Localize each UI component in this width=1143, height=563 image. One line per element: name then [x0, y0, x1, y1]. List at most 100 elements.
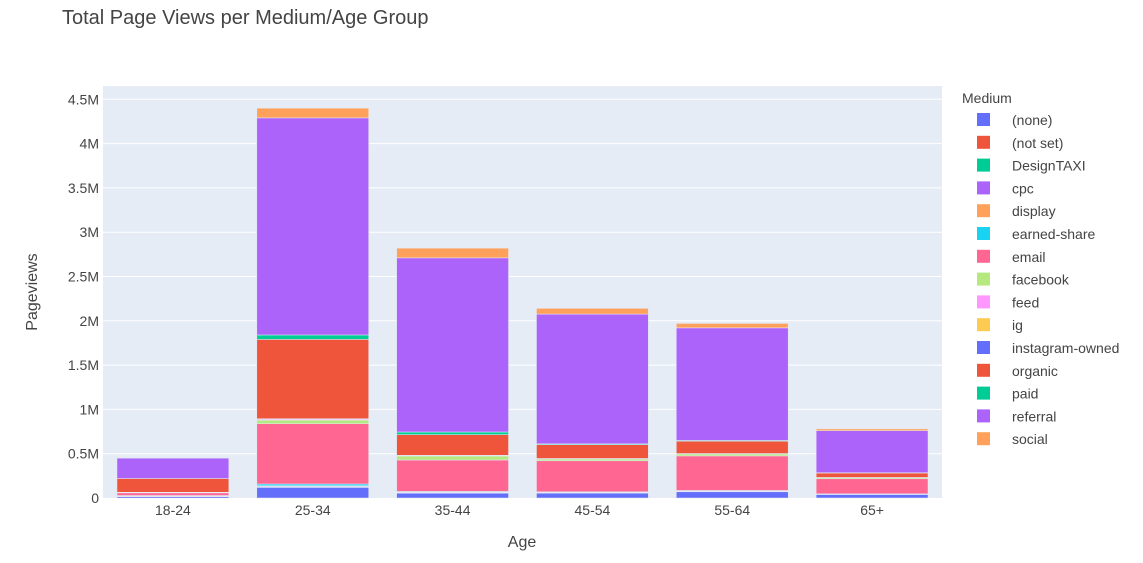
y-tick-label: 2M: [80, 313, 99, 329]
legend-swatch: [977, 159, 990, 172]
bar-segment[interactable]: [257, 108, 369, 118]
bar-segment[interactable]: [816, 479, 928, 494]
legend-swatch: [977, 227, 990, 240]
legend[interactable]: Medium (none) (not set) DesignTAXI cpc displ…: [962, 90, 1119, 447]
legend-item[interactable]: feed: [977, 294, 1039, 310]
legend-swatch: [977, 204, 990, 217]
bar-segment[interactable]: [257, 484, 369, 486]
legend-label: feed: [1012, 294, 1039, 310]
y-tick-label: 3.5M: [68, 180, 99, 196]
legend-item[interactable]: instagram-owned: [977, 340, 1119, 356]
bar-segment[interactable]: [397, 493, 509, 498]
legend-label: ig: [1012, 317, 1023, 333]
legend-swatch: [977, 113, 990, 126]
legend-label: facebook: [1012, 272, 1070, 288]
bar-segment[interactable]: [257, 420, 369, 424]
bar-segment[interactable]: [397, 435, 509, 456]
legend-swatch: [977, 409, 990, 422]
x-axis-label: Age: [508, 534, 537, 551]
legend-item[interactable]: organic: [977, 363, 1058, 379]
legend-item[interactable]: facebook: [977, 272, 1070, 288]
bar-segment[interactable]: [257, 487, 369, 498]
bar-segment[interactable]: [816, 429, 928, 431]
legend-item[interactable]: referral: [977, 408, 1056, 424]
legend-label: (not set): [1012, 135, 1063, 151]
x-tick-label: 18-24: [155, 502, 191, 518]
legend-label: paid: [1012, 386, 1038, 402]
bar-segment[interactable]: [257, 339, 369, 418]
bar-segment[interactable]: [397, 460, 509, 491]
x-tick-label: 35-44: [435, 502, 471, 518]
legend-item[interactable]: cpc: [977, 180, 1034, 196]
legend-swatch: [977, 387, 990, 400]
legend-swatch: [977, 136, 990, 149]
legend-item[interactable]: social: [977, 431, 1048, 447]
legend-label: DesignTAXI: [1012, 158, 1086, 174]
legend-items[interactable]: (none) (not set) DesignTAXI cpc display earne…: [977, 112, 1119, 447]
y-tick-label: 4.5M: [68, 91, 99, 107]
legend-label: earned-share: [1012, 226, 1095, 242]
y-tick-label: 0.5M: [68, 446, 99, 462]
x-tick-label: 65+: [860, 502, 884, 518]
legend-title: Medium: [962, 90, 1012, 106]
bar-segment[interactable]: [117, 458, 229, 478]
bar-segment[interactable]: [397, 258, 509, 432]
bar-segment[interactable]: [117, 479, 229, 493]
legend-item[interactable]: DesignTAXI: [977, 158, 1086, 174]
y-tick-label: 2.5M: [68, 268, 99, 284]
legend-swatch: [977, 318, 990, 331]
bar-segment[interactable]: [676, 492, 788, 498]
legend-label: social: [1012, 431, 1048, 447]
x-tick-label: 55-64: [714, 502, 750, 518]
legend-swatch: [977, 250, 990, 263]
bar-segment[interactable]: [536, 314, 648, 444]
y-tick-label: 3M: [80, 224, 99, 240]
bar-segment[interactable]: [676, 456, 788, 491]
bar-segment[interactable]: [536, 459, 648, 461]
legend-item[interactable]: paid: [977, 386, 1038, 402]
bar-segment[interactable]: [676, 454, 788, 456]
legend-item[interactable]: (none): [977, 112, 1052, 128]
legend-item[interactable]: ig: [977, 317, 1023, 333]
bar-segment[interactable]: [676, 323, 788, 327]
legend-swatch: [977, 341, 990, 354]
bar-segment[interactable]: [397, 432, 509, 435]
bar-segment[interactable]: [816, 494, 928, 498]
y-tick-label: 4M: [80, 136, 99, 152]
legend-item[interactable]: (not set): [977, 135, 1063, 151]
bar-segment[interactable]: [257, 335, 369, 339]
legend-label: email: [1012, 249, 1045, 265]
bar-segment[interactable]: [257, 424, 369, 484]
bar-segment[interactable]: [397, 456, 509, 460]
legend-label: display: [1012, 203, 1056, 219]
legend-item[interactable]: display: [977, 203, 1056, 219]
y-tick-label: 1M: [80, 401, 99, 417]
legend-label: cpc: [1012, 180, 1034, 196]
legend-swatch: [977, 432, 990, 445]
legend-swatch: [977, 364, 990, 377]
legend-item[interactable]: email: [977, 249, 1045, 265]
legend-swatch: [977, 181, 990, 194]
legend-label: referral: [1012, 408, 1056, 424]
legend-label: organic: [1012, 363, 1058, 379]
legend-item[interactable]: earned-share: [977, 226, 1095, 242]
bar-segment[interactable]: [676, 328, 788, 441]
bar-segment[interactable]: [816, 431, 928, 473]
bar-segment[interactable]: [536, 445, 648, 459]
bar-segment[interactable]: [536, 493, 648, 498]
bar-segment[interactable]: [816, 473, 928, 477]
chart-title: Total Page Views per Medium/Age Group: [62, 7, 429, 29]
bar-segment[interactable]: [536, 461, 648, 492]
legend-label: (none): [1012, 112, 1052, 128]
bar-segment[interactable]: [676, 441, 788, 453]
bar-segment[interactable]: [117, 493, 229, 496]
bar-segment[interactable]: [257, 118, 369, 335]
bar-segment[interactable]: [536, 308, 648, 314]
legend-swatch: [977, 295, 990, 308]
y-tick-label: 1.5M: [68, 357, 99, 373]
bar-segment[interactable]: [397, 248, 509, 258]
